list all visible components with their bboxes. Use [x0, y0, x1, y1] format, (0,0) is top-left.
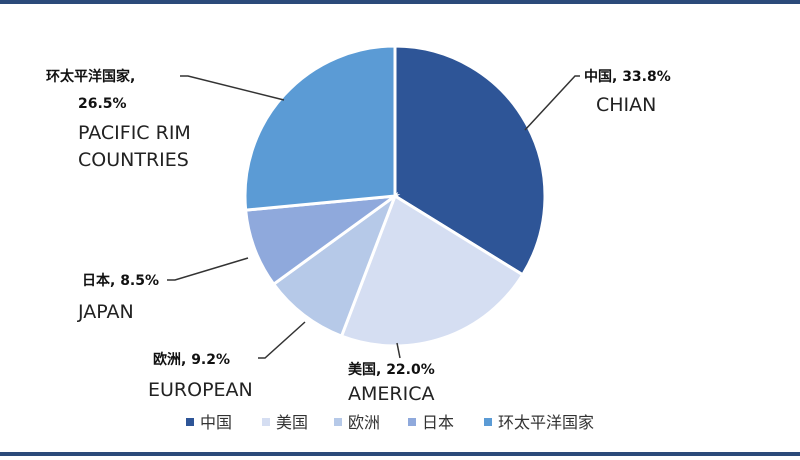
legend-swatch-china	[186, 418, 194, 426]
label-europe-en: EUROPEAN	[148, 379, 253, 401]
label-pacific-rim: 环太平洋国家,	[46, 68, 135, 85]
label-america-en: AMERICA	[348, 383, 434, 405]
pie-slices	[243, 44, 547, 348]
label-pacific-rim-en-1: PACIFIC RIM	[78, 122, 191, 144]
legend-swatch-america	[262, 418, 270, 426]
label-pacific-rim-en-2: COUNTRIES	[78, 149, 189, 171]
legend-label-china: 中国	[200, 413, 232, 432]
label-america: 美国, 22.0%	[348, 361, 435, 378]
leader-japan	[167, 257, 249, 281]
bottom-border	[0, 452, 800, 456]
legend-swatch-europe	[334, 418, 342, 426]
label-europe: 欧洲, 9.2%	[153, 351, 230, 368]
label-china: 中国, 33.8%	[584, 68, 671, 85]
slice-europe	[271, 191, 399, 339]
label-japan-en: JAPAN	[77, 301, 134, 323]
legend-label-europe: 欧洲	[348, 413, 380, 432]
legend-label-pacific-rim: 环太平洋国家	[498, 413, 594, 432]
slice-america	[339, 193, 525, 348]
slice-pacific-rim	[243, 44, 397, 212]
leader-america	[396, 342, 401, 359]
legend-label-america: 美国	[276, 413, 308, 432]
leader-china	[524, 75, 580, 131]
legend-swatch-pacific-rim	[484, 418, 492, 426]
leader-lines	[167, 75, 580, 359]
leader-europe	[258, 321, 306, 359]
label-pacific-rim-pct: 26.5%	[78, 96, 127, 112]
label-china-en: CHIAN	[596, 94, 656, 116]
legend-label-japan: 日本	[422, 413, 454, 432]
top-border	[0, 0, 800, 4]
legend-swatch-japan	[408, 418, 416, 426]
leader-pacific-rim	[180, 75, 285, 101]
label-japan: 日本, 8.5%	[82, 272, 159, 289]
legend: 中国 美国 欧洲 日本 环太平洋国家	[186, 413, 594, 432]
